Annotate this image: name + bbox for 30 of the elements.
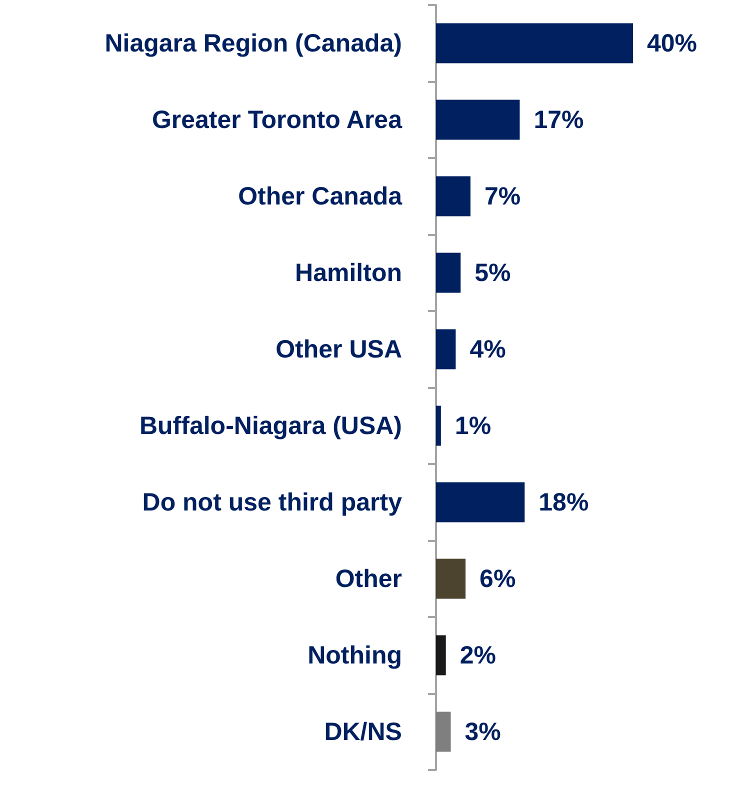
data-label: 3% (464, 718, 501, 746)
y-tick-label: Other Canada (238, 182, 404, 210)
data-label: 17% (534, 106, 584, 134)
bar (436, 482, 525, 522)
bar (436, 406, 441, 446)
data-label: 1% (454, 412, 492, 440)
y-tick-label: Hamilton (295, 258, 402, 287)
y-tick-label: Do not use third party (142, 488, 402, 516)
data-label: 40% (647, 29, 698, 58)
bar (436, 100, 520, 140)
bar (436, 712, 451, 752)
y-tick-label: DK/NS (324, 718, 402, 746)
bar (436, 176, 470, 216)
bar (436, 558, 466, 599)
bar (436, 635, 446, 676)
bar (436, 23, 633, 64)
y-tick-label: Other USA (276, 335, 402, 364)
bar (436, 329, 456, 370)
data-label: 18% (538, 488, 589, 516)
y-tick-label: Buffalo-Niagara (USA) (139, 412, 402, 440)
data-label: 4% (470, 335, 506, 364)
data-label: 5% (474, 258, 511, 287)
y-tick-label: Other (335, 564, 402, 593)
y-tick-label: Nothing (308, 641, 402, 670)
y-tick-label: Niagara Region (Canada) (104, 29, 402, 58)
data-label: 7% (484, 182, 521, 210)
data-label: 2% (460, 641, 496, 670)
bar (436, 252, 461, 293)
y-tick-label: Greater Toronto Area (152, 106, 404, 134)
data-label: 6% (480, 564, 516, 593)
